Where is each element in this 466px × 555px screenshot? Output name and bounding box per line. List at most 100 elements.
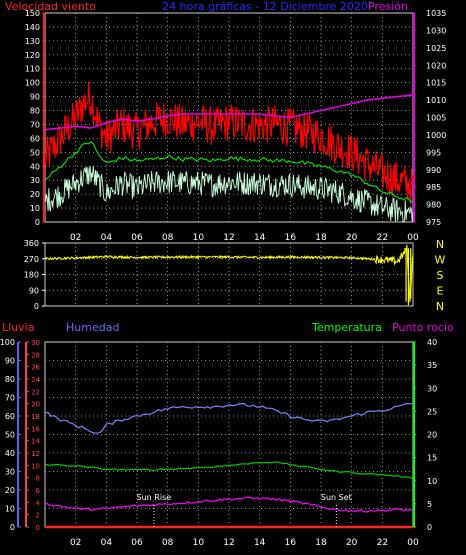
pressure-y-tick: 995 (426, 148, 441, 157)
climate-panel-time-tick: 00 (407, 538, 419, 548)
climate-panel-time-tick: 04 (101, 538, 113, 548)
wind-y-tick: 140 (25, 23, 40, 32)
rain-y-tick: 20 (31, 401, 40, 409)
temperature-y-tick: 40 (427, 338, 437, 347)
direction-letter: W (435, 254, 446, 267)
wind-y-tick: 10 (30, 204, 40, 213)
wind-y-tick: 60 (30, 134, 40, 143)
wind-y-tick: 120 (25, 51, 40, 60)
climate-panel-time-tick: 08 (162, 538, 174, 548)
direction-letter: S (437, 269, 444, 282)
temperature-y-tick: 30 (427, 384, 437, 393)
panel-frames (44, 12, 414, 528)
wind-panel-time-tick: 18 (315, 233, 327, 243)
dewpoint-axis-title: Punto rocío (392, 321, 454, 334)
rain-y-tick: 22 (31, 388, 40, 396)
rain-y-tick: 6 (36, 487, 41, 495)
humidity-y-tick: 90 (5, 357, 15, 366)
wind-y-tick: 70 (30, 120, 40, 129)
climate-panel-time-tick: 02 (70, 538, 81, 548)
rain-y-tick: 0 (36, 524, 40, 532)
pressure-y-tick: 1025 (426, 44, 446, 53)
pressure-y-tick: 1015 (426, 79, 446, 88)
wind-panel-time-tick: 14 (254, 233, 266, 243)
wind-y-tick: 100 (25, 79, 40, 88)
direction-y-tick: 270 (24, 255, 39, 264)
wind-direction-line (45, 244, 414, 303)
temperature-y-tick: 20 (427, 431, 437, 440)
pressure-y-tick: 975 (426, 218, 441, 227)
wind-panel-time-tick: 22 (377, 233, 388, 243)
grid-lines (45, 13, 414, 527)
pressure-y-tick: 1010 (426, 96, 446, 105)
climate-panel-time-tick: 12 (223, 538, 234, 548)
sun-marker-label: Sun Rise (137, 493, 172, 502)
wind-y-tick: 80 (30, 107, 40, 116)
wind-panel-time-tick: 16 (285, 233, 297, 243)
temperature-y-tick: 5 (427, 500, 432, 509)
climate-panel-time-tick: 22 (377, 538, 388, 548)
wind-panel-time-tick: 00 (407, 233, 419, 243)
pressure-axis-title: Presión (368, 0, 408, 13)
rain-y-tick: 4 (36, 499, 41, 507)
wind-y-tick: 0 (35, 218, 40, 227)
humidity-y-tick: 80 (5, 375, 15, 384)
climate-panel-time-tick: 10 (193, 538, 205, 548)
pressure-y-tick: 1030 (426, 26, 446, 35)
wind-max-line (44, 81, 414, 205)
humidity-y-tick: 60 (5, 412, 15, 421)
climate-panel-time-tick: 16 (285, 538, 297, 548)
wind-y-tick: 90 (30, 93, 40, 102)
direction-letter: N (436, 300, 444, 313)
direction-letter: E (437, 285, 444, 298)
pressure-y-tick: 990 (426, 166, 441, 175)
wind-panel-time-tick: 10 (193, 233, 205, 243)
rain-y-tick: 12 (31, 450, 40, 458)
temperature-line (44, 461, 414, 480)
wind-panel-time-tick: 20 (346, 233, 358, 243)
climate-panel-time-tick: 06 (131, 538, 143, 548)
wind-y-tick: 130 (25, 37, 40, 46)
humidity-axis-title: Humedad (66, 321, 119, 334)
wind-y-tick: 40 (30, 162, 40, 171)
data-series (44, 81, 414, 529)
wind-y-tick: 150 (25, 9, 40, 18)
chart-title: 24 hora gráficas - 12 Diciembre 2020 (162, 0, 368, 13)
rain-y-tick: 8 (36, 475, 40, 483)
pressure-y-tick: 980 (426, 201, 441, 210)
temperature-y-tick: 35 (427, 361, 437, 370)
humidity-y-tick: 30 (5, 468, 15, 477)
direction-letter: N (436, 238, 444, 251)
humidity-y-tick: 20 (5, 486, 15, 495)
wind-panel-time-tick: 02 (70, 233, 81, 243)
direction-y-tick: 180 (24, 271, 39, 280)
rain-y-tick: 14 (31, 438, 40, 446)
rain-y-tick: 28 (31, 351, 40, 359)
rain-axis-title: Lluvia (2, 321, 34, 334)
rain-y-tick: 18 (31, 413, 40, 421)
humidity-y-tick: 50 (5, 431, 15, 440)
climate-panel-time-tick: 20 (346, 538, 358, 548)
temperature-axis-title: Temperatura (311, 321, 382, 334)
humidity-y-tick: 100 (0, 338, 15, 347)
temperature-y-tick: 0 (427, 523, 432, 532)
wind-y-tick: 110 (25, 65, 40, 74)
temperature-y-tick: 10 (427, 477, 437, 486)
tick-labels: 0102030405060708090100110120130140150975… (0, 9, 446, 548)
rain-y-tick: 30 (31, 339, 40, 347)
humidity-y-tick: 40 (5, 449, 15, 458)
humidity-line (44, 402, 414, 434)
rain-y-tick: 16 (31, 425, 40, 433)
pressure-line (44, 94, 414, 131)
pressure-y-tick: 1000 (426, 131, 446, 140)
wind-panel-time-tick: 08 (162, 233, 174, 243)
rain-y-tick: 26 (31, 364, 40, 372)
wind-min-line (44, 166, 414, 223)
humidity-y-tick: 0 (10, 523, 15, 532)
humidity-y-tick: 70 (5, 394, 15, 403)
dewpoint-line (44, 496, 414, 513)
sun-marker-label: Sun Set (321, 493, 352, 502)
wind-axis-title: Velocidad viento (5, 0, 96, 13)
